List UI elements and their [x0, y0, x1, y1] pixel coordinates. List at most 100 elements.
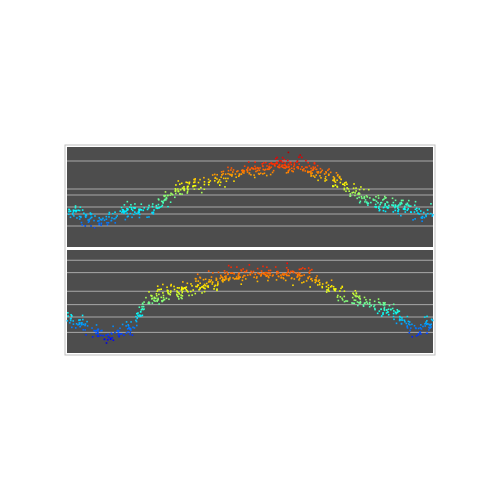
data-point: [405, 203, 407, 206]
data-point: [116, 330, 119, 332]
data-point: [177, 188, 179, 190]
data-point: [210, 279, 213, 281]
data-point: [207, 285, 209, 287]
data-point: [246, 169, 249, 172]
data-point: [409, 205, 412, 207]
data-point: [147, 302, 150, 304]
data-point: [186, 290, 188, 292]
data-point: [299, 168, 302, 171]
data-point: [240, 270, 243, 272]
data-point: [147, 207, 150, 209]
data-point: [203, 188, 206, 190]
data-point: [194, 181, 196, 183]
data-point: [213, 173, 216, 176]
data-point: [125, 325, 127, 327]
data-point: [162, 202, 164, 204]
data-point: [327, 173, 330, 176]
data-point: [352, 187, 355, 190]
data-point: [259, 167, 261, 169]
data-point: [286, 159, 289, 162]
data-point: [243, 270, 246, 273]
data-point: [400, 201, 403, 204]
data-point: [363, 296, 366, 299]
data-point: [160, 288, 162, 290]
data-point: [281, 273, 284, 276]
data-point: [158, 288, 161, 291]
data-point: [320, 177, 322, 179]
data-point: [181, 287, 183, 289]
data-point: [308, 272, 311, 274]
scatter-panel-top: [67, 147, 434, 247]
data-point: [168, 298, 170, 301]
data-point: [75, 210, 77, 213]
data-point: [130, 321, 132, 323]
data-point: [131, 334, 134, 336]
data-point: [207, 281, 210, 283]
data-point: [378, 205, 380, 208]
data-point: [125, 321, 128, 323]
data-point: [260, 273, 262, 275]
data-point: [72, 323, 75, 325]
data-point: [369, 197, 371, 199]
data-point: [224, 173, 227, 175]
data-point: [237, 274, 240, 277]
data-point: [203, 290, 206, 293]
data-point: [219, 277, 221, 280]
data-point: [397, 207, 399, 210]
data-point: [409, 211, 412, 213]
data-point: [157, 198, 160, 200]
data-point: [179, 193, 181, 195]
data-point: [138, 211, 141, 214]
data-point: [401, 202, 403, 205]
data-point: [143, 301, 145, 303]
data-point: [396, 309, 399, 311]
data-point: [430, 318, 433, 321]
data-point: [307, 267, 310, 269]
data-point: [140, 203, 143, 206]
data-point: [301, 168, 304, 171]
data-point: [343, 187, 346, 190]
data-point: [242, 276, 244, 279]
data-point: [196, 284, 199, 286]
data-point: [293, 168, 295, 170]
data-point: [202, 284, 205, 287]
data-point: [242, 268, 244, 270]
data-point: [170, 290, 172, 292]
data-point: [243, 274, 245, 277]
data-point: [338, 176, 341, 179]
data-point: [79, 319, 81, 321]
data-point: [102, 334, 104, 337]
data-point: [283, 164, 286, 166]
data-point: [378, 208, 381, 211]
data-point: [386, 201, 389, 204]
data-point: [333, 289, 336, 291]
data-point: [358, 295, 361, 297]
data-point: [310, 174, 313, 177]
data-point: [128, 206, 131, 208]
data-point: [296, 276, 298, 278]
data-point: [356, 197, 358, 200]
data-point: [110, 219, 113, 222]
data-point: [138, 213, 141, 216]
data-point: [219, 274, 222, 277]
data-point: [397, 204, 400, 206]
data-point: [107, 333, 109, 336]
data-point: [117, 330, 120, 333]
data-point: [84, 214, 87, 217]
data-point: [186, 185, 189, 188]
data-point: [367, 204, 369, 206]
data-point: [415, 334, 418, 337]
data-point: [351, 302, 353, 304]
data-point: [248, 264, 251, 266]
data-point: [298, 163, 300, 165]
data-point: [397, 210, 399, 213]
data-point: [337, 173, 339, 176]
data-point: [155, 293, 158, 295]
data-point: [267, 276, 270, 278]
data-point: [115, 216, 117, 219]
data-point: [254, 165, 256, 168]
data-point: [141, 314, 144, 317]
data-point: [280, 160, 282, 162]
data-point: [84, 225, 87, 227]
data-point: [182, 281, 184, 283]
